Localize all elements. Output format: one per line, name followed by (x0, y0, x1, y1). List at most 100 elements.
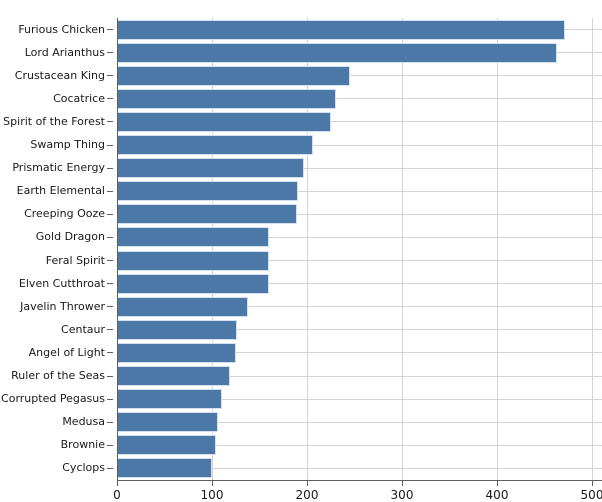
y-tick (107, 421, 113, 423)
x-gridline (591, 18, 593, 480)
x-gridline (496, 18, 498, 480)
x-tick (591, 481, 593, 486)
y-axis-line (117, 18, 118, 481)
category-label: Medusa (62, 415, 105, 429)
x-tick (306, 481, 308, 486)
y-tick (107, 75, 113, 77)
y-tick (107, 213, 113, 215)
bar (117, 111, 331, 132)
category-label: Spirit of the Forest (3, 114, 105, 128)
y-gridline (117, 260, 602, 262)
x-gridline (306, 18, 308, 480)
y-gridline (117, 467, 602, 469)
x-tick (496, 481, 498, 486)
bar (117, 342, 236, 363)
y-gridline (117, 75, 602, 77)
category-label: Prismatic Energy (12, 161, 105, 175)
y-tick (107, 260, 113, 262)
category-label: Feral Spirit (45, 253, 105, 267)
y-gridline (117, 236, 602, 238)
y-tick (107, 329, 113, 331)
x-tick-label: 100 (200, 488, 224, 502)
category-label: Swamp Thing (30, 138, 105, 152)
x-gridline (211, 18, 213, 480)
x-gridline (401, 18, 403, 480)
category-label: Ruler of the Seas (11, 369, 105, 383)
y-tick (107, 283, 113, 285)
y-tick (107, 144, 113, 146)
y-tick (107, 236, 113, 238)
x-tick-label: 0 (113, 488, 121, 502)
category-label: Cocatrice (53, 91, 105, 105)
y-tick (107, 121, 113, 123)
y-gridline (117, 283, 602, 285)
category-label: Cyclops (62, 461, 105, 475)
category-label: Lord Arianthus (24, 45, 105, 59)
bar (117, 319, 237, 340)
category-label: Angel of Light (28, 345, 105, 359)
x-tick (211, 481, 213, 486)
category-label: Brownie (60, 438, 105, 452)
y-gridline (117, 167, 602, 169)
y-gridline (117, 144, 602, 146)
bar (117, 88, 336, 109)
y-gridline (117, 213, 602, 215)
y-gridline (117, 444, 602, 446)
y-tick (107, 98, 113, 100)
y-tick (107, 375, 113, 377)
x-axis-line (117, 480, 602, 481)
category-label: Crustacean King (14, 68, 105, 82)
bar (117, 458, 212, 479)
y-gridline (117, 121, 602, 123)
x-tick (116, 481, 118, 486)
category-label: Corrupted Pegasus (1, 392, 105, 406)
y-gridline (117, 398, 602, 400)
category-label: Elven Cutthroat (18, 276, 105, 290)
y-tick (107, 190, 113, 192)
y-gridline (117, 98, 602, 100)
x-tick-label: 200 (295, 488, 319, 502)
plot-area (117, 18, 602, 480)
x-tick-label: 300 (390, 488, 414, 502)
category-label: Centaur (61, 322, 105, 336)
bar (117, 158, 305, 179)
bar (117, 296, 249, 317)
bar (117, 42, 557, 63)
bar (117, 250, 269, 271)
bar (117, 273, 269, 294)
y-gridline (117, 352, 602, 354)
y-tick (107, 398, 113, 400)
bar (117, 435, 216, 456)
y-tick (107, 52, 113, 54)
y-tick (107, 467, 113, 469)
bar (117, 19, 566, 40)
x-tick-label: 500 (580, 488, 602, 502)
y-tick (107, 444, 113, 446)
bar (117, 181, 298, 202)
bar (117, 389, 223, 410)
x-tick (401, 481, 403, 486)
bar (117, 204, 297, 225)
y-gridline (117, 421, 602, 423)
y-tick (107, 29, 113, 31)
category-label: Gold Dragon (35, 230, 105, 244)
y-gridline (117, 329, 602, 331)
y-tick (107, 167, 113, 169)
category-label: Furious Chicken (18, 22, 105, 36)
bar (117, 227, 269, 248)
x-tick-label: 400 (485, 488, 509, 502)
bar (117, 366, 231, 387)
category-label: Earth Elemental (16, 184, 105, 198)
y-tick (107, 306, 113, 308)
bar (117, 412, 218, 433)
category-label: Javelin Thrower (20, 299, 105, 313)
bar (117, 65, 350, 86)
category-label: Creeping Ooze (24, 207, 105, 221)
y-gridline (117, 306, 602, 308)
y-gridline (117, 190, 602, 192)
y-tick (107, 352, 113, 354)
y-gridline (117, 375, 602, 377)
bar (117, 135, 313, 156)
